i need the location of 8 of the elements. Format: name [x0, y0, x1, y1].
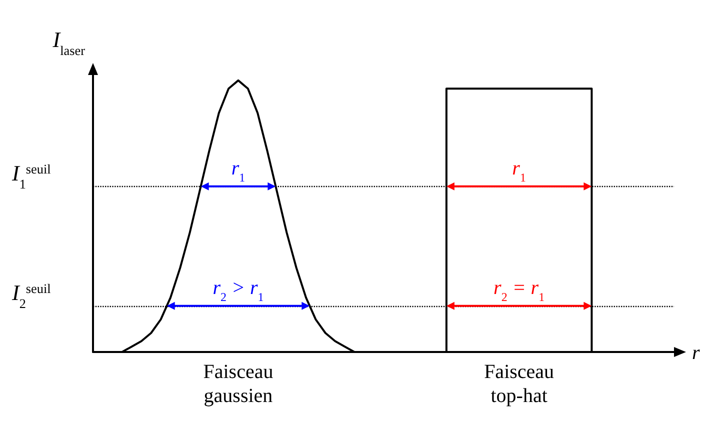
annotation: r$_{2}$ > r$_{1}$	[212, 276, 264, 304]
y-axis-title: I$_{laser}$	[52, 27, 86, 58]
annotation: r$_{1}$	[512, 157, 526, 184]
text: Faisceau gaussien	[203, 361, 274, 407]
annotation: r$_{1}$	[231, 157, 246, 184]
x-axis-title: r	[692, 342, 700, 364]
series-label: Faisceau top-hat	[484, 361, 554, 407]
annotation: r$_{2}$ = r$_{1}$	[494, 276, 545, 304]
